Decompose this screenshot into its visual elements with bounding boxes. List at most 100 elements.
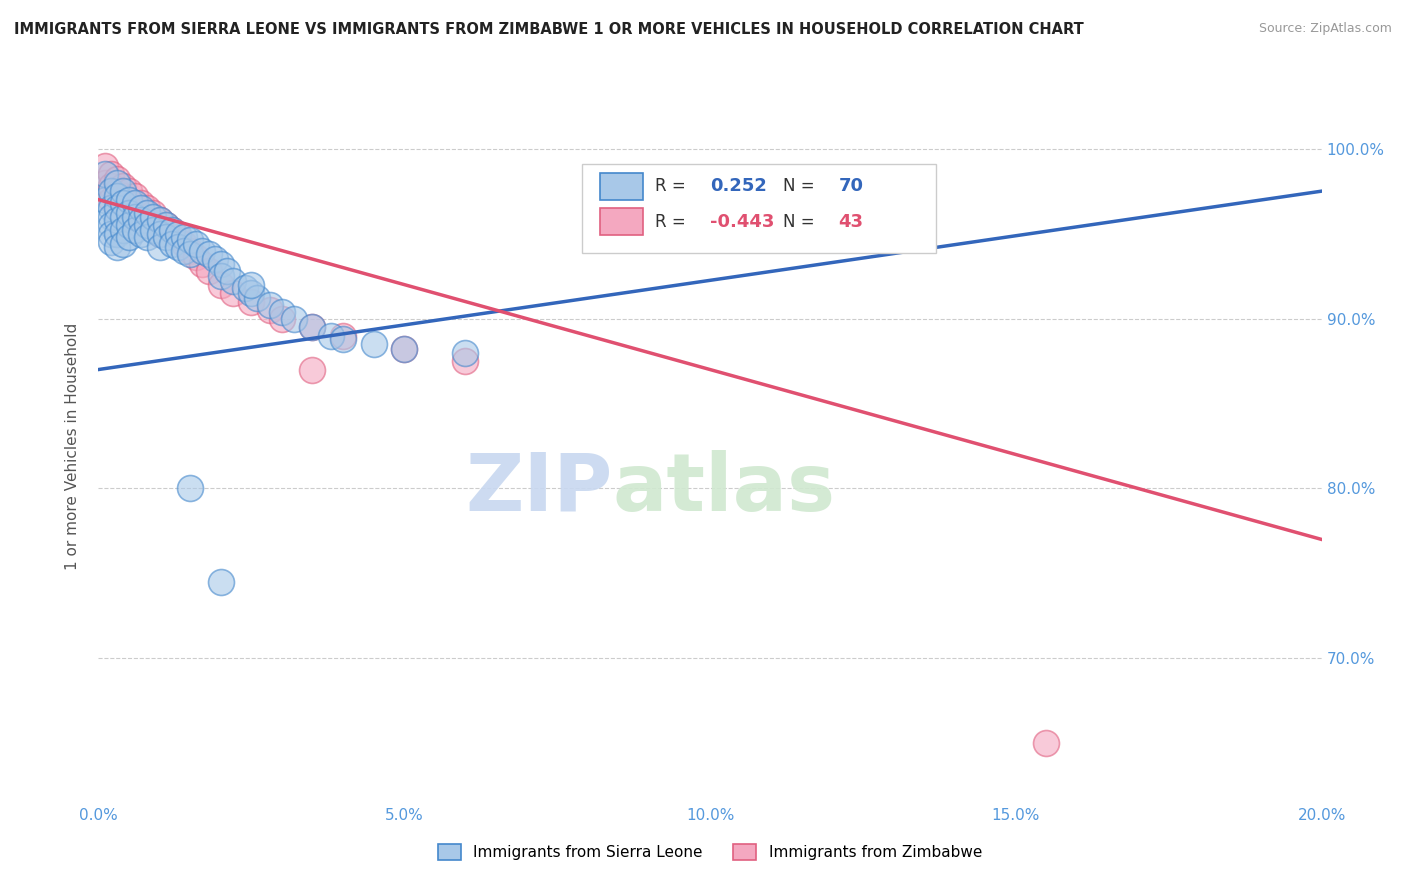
Bar (600, 173, 643, 200)
Point (319, 328, 342, 343)
Point (454, 354, 477, 368)
Text: 70: 70 (838, 178, 863, 195)
Point (100, 235, 122, 249)
Point (111, 201, 134, 215)
Point (142, 206, 165, 220)
Point (179, 247, 201, 261)
Point (105, 196, 128, 211)
Point (111, 210, 134, 224)
Point (118, 184, 141, 198)
Point (149, 240, 172, 254)
Point (1035, 736, 1057, 750)
Point (191, 244, 214, 258)
Point (136, 230, 159, 244)
Point (100, 210, 122, 224)
Point (100, 167, 122, 181)
Point (124, 201, 146, 215)
Point (149, 213, 172, 227)
Point (111, 196, 134, 211)
Point (118, 206, 141, 220)
Point (179, 244, 201, 258)
Point (186, 236, 208, 251)
Point (173, 236, 195, 251)
Point (105, 176, 128, 190)
Point (204, 252, 226, 266)
Point (191, 257, 214, 271)
Text: R =: R = (655, 178, 690, 195)
Text: Source: ZipAtlas.com: Source: ZipAtlas.com (1258, 22, 1392, 36)
Point (136, 201, 159, 215)
Point (283, 311, 305, 326)
Point (124, 210, 146, 224)
Point (215, 264, 238, 278)
Text: atlas: atlas (612, 450, 835, 528)
Point (392, 342, 416, 356)
Point (111, 179, 134, 194)
Point (233, 281, 256, 295)
Point (124, 196, 146, 211)
FancyBboxPatch shape (582, 164, 936, 253)
Point (93, 176, 115, 190)
Point (105, 227, 128, 241)
Y-axis label: 1 or more Vehicles in Household: 1 or more Vehicles in Household (65, 322, 80, 570)
Point (240, 277, 263, 292)
Point (93, 167, 115, 181)
Text: ZIP: ZIP (465, 450, 612, 528)
Point (240, 286, 263, 301)
Point (270, 305, 292, 319)
Point (246, 291, 269, 305)
Point (160, 236, 183, 251)
Point (142, 210, 165, 224)
Point (129, 210, 152, 224)
Point (179, 234, 201, 248)
Point (142, 223, 165, 237)
Bar (600, 209, 643, 235)
Point (100, 184, 122, 198)
Point (129, 201, 152, 215)
Point (186, 251, 208, 265)
Text: IMMIGRANTS FROM SIERRA LEONE VS IMMIGRANTS FROM ZIMBABWE 1 OR MORE VEHICLES IN H: IMMIGRANTS FROM SIERRA LEONE VS IMMIGRAN… (14, 22, 1084, 37)
Point (197, 247, 219, 261)
Point (155, 218, 177, 232)
Point (136, 218, 159, 232)
Text: -0.443: -0.443 (710, 213, 775, 231)
Point (105, 184, 128, 198)
Point (100, 201, 122, 215)
Text: 43: 43 (838, 213, 863, 231)
Point (301, 320, 323, 334)
Point (100, 179, 122, 194)
Point (209, 277, 232, 292)
Point (179, 482, 201, 496)
Point (129, 213, 152, 227)
Point (259, 298, 281, 312)
Point (100, 227, 122, 241)
Point (118, 196, 141, 211)
Legend: Immigrants from Sierra Leone, Immigrants from Zimbabwe: Immigrants from Sierra Leone, Immigrants… (432, 838, 988, 866)
Point (160, 223, 183, 237)
Point (209, 269, 232, 284)
Point (209, 257, 232, 271)
Point (100, 218, 122, 232)
Point (111, 184, 134, 198)
Point (222, 286, 245, 301)
Text: N =: N = (783, 213, 820, 231)
Point (363, 337, 385, 351)
Point (160, 223, 183, 237)
Point (301, 362, 323, 376)
Point (124, 223, 146, 237)
Point (118, 193, 141, 207)
Point (105, 201, 128, 215)
Point (392, 342, 416, 356)
Point (270, 311, 292, 326)
Point (149, 227, 172, 241)
Point (111, 189, 134, 203)
Point (167, 227, 190, 241)
Point (149, 213, 172, 227)
Point (129, 227, 152, 241)
Point (124, 189, 146, 203)
Point (167, 240, 190, 254)
Point (118, 210, 141, 224)
Point (129, 196, 152, 211)
Point (197, 264, 219, 278)
Point (301, 320, 323, 334)
